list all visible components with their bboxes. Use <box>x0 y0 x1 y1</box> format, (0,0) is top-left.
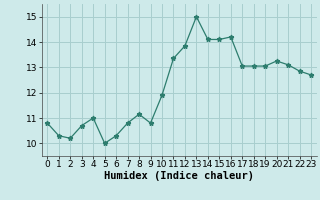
X-axis label: Humidex (Indice chaleur): Humidex (Indice chaleur) <box>104 171 254 181</box>
